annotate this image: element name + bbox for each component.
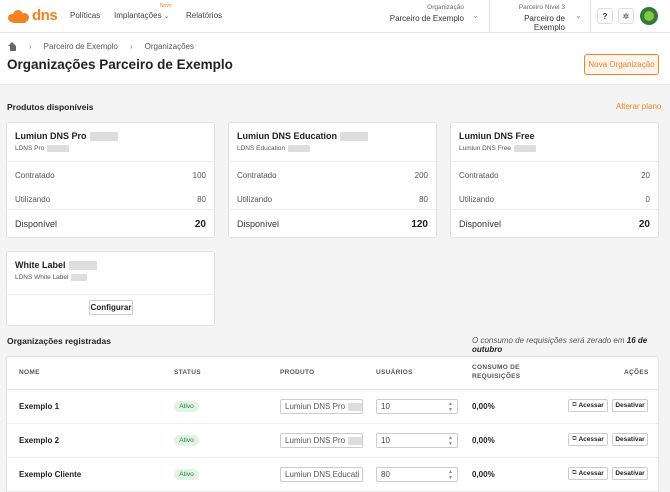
organization-selector[interactable]: Organização Parceiro de Exemplo	[380, 4, 464, 23]
page-title: Organizações Parceiro de Exemplo	[7, 57, 233, 72]
product-card-education: Lumiun DNS Education LDNS Education Cont…	[228, 122, 437, 238]
help-icon[interactable]: ?	[597, 8, 613, 24]
access-button[interactable]: ⧉ Acessar	[568, 433, 608, 446]
utilizando-row: Utilizando 0	[459, 195, 650, 204]
configure-button[interactable]: Configurar	[89, 300, 133, 315]
nav-policies[interactable]: Políticas	[70, 11, 101, 20]
org-selector-label: Organização	[427, 4, 464, 11]
divider	[489, 0, 490, 33]
product-card-subtitle: LDNS Education	[237, 145, 311, 152]
users-stepper[interactable]: 10 ▲ ▼	[376, 399, 458, 414]
col-consumo: CONSUMO DE	[472, 364, 520, 371]
consumo-value: 0,00%	[472, 470, 495, 479]
users-stepper[interactable]: 80 ▲ ▼	[376, 467, 458, 482]
white-label-title: White Label	[15, 260, 97, 270]
product-select[interactable]: Lumiun DNS Pro	[280, 399, 363, 414]
white-label-card: White Label LDNS White Label Configurar	[6, 251, 215, 326]
registered-orgs-title: Organizações registradas	[7, 336, 111, 346]
col-consumo-2: REQUISIÇÕES	[472, 373, 521, 380]
product-card-free: Lumiun DNS Free Lumiun DNS Free Contrata…	[450, 122, 659, 238]
contratado-row: Contratado 200	[237, 171, 428, 180]
col-users: USUÁRIOS	[376, 369, 413, 376]
disponivel-row: Disponível 20	[459, 219, 650, 230]
chevron-right-icon: ›	[129, 42, 133, 51]
disponivel-row: Disponível 120	[237, 219, 428, 230]
product-select[interactable]: Lumiun DNS Pro	[280, 433, 363, 448]
divider	[590, 0, 591, 33]
org-selector-value: Parceiro de Exemplo	[389, 14, 464, 23]
org-name: Exemplo 1	[19, 402, 60, 411]
consumption-reset-note: O consumo de requisições será zerado em …	[472, 336, 648, 354]
top-navbar: dns Políticas Implantações ⌄ Novo Relatór…	[0, 0, 670, 33]
utilizando-row: Utilizando 80	[237, 195, 428, 204]
logo-text: dns	[32, 7, 58, 24]
external-link-icon: ⧉	[572, 402, 577, 408]
nav-reports[interactable]: Relatórios	[186, 11, 223, 20]
cloud-logo-icon	[8, 9, 30, 23]
new-badge: Novo	[160, 3, 172, 9]
settings-icon[interactable]: ✲	[618, 8, 634, 24]
external-link-icon: ⧉	[572, 470, 577, 476]
col-actions: AÇÕES	[624, 369, 649, 376]
access-button[interactable]: ⧉ Acessar	[568, 399, 608, 412]
stepper-arrows-icon[interactable]: ▲ ▼	[448, 435, 453, 447]
deactivate-button[interactable]: Desativar	[612, 399, 648, 412]
deactivate-button[interactable]: Desativar	[612, 433, 648, 446]
change-plan-link[interactable]: Alterar plano	[616, 102, 662, 111]
organizations-table: NOME STATUS PRODUTO USUÁRIOS CONSUMO DE …	[6, 356, 659, 492]
page-header: › Parceiro de Exemplo › Organizações Org…	[0, 33, 670, 85]
breadcrumb: › Parceiro de Exemplo › Organizações	[8, 42, 194, 51]
chevron-down-icon[interactable]: ⌄	[472, 11, 479, 20]
col-name: NOME	[19, 369, 40, 376]
disponivel-row: Disponível 20	[15, 219, 206, 230]
chevron-down-icon: ⌄	[163, 13, 170, 20]
status-badge: Ativo	[174, 401, 199, 412]
table-header: NOME STATUS PRODUTO USUÁRIOS CONSUMO DE …	[7, 357, 658, 390]
external-link-icon: ⧉	[572, 436, 577, 442]
access-button[interactable]: ⧉ Acessar	[568, 467, 608, 480]
chevron-right-icon: ›	[29, 42, 32, 51]
product-card-title: Lumiun DNS Education	[237, 131, 368, 141]
breadcrumb-partner[interactable]: Parceiro de Exemplo	[43, 42, 118, 51]
products-section-title: Produtos disponíveis	[7, 102, 94, 112]
status-badge: Ativo	[174, 469, 199, 480]
partner-selector[interactable]: Parceiro Nível 3 Parceiro de Exemplo	[492, 4, 565, 32]
consumo-value: 0,00%	[472, 436, 495, 445]
product-card-pro: Lumiun DNS Pro LDNS Pro Contratado 100 Ut…	[6, 122, 215, 238]
contratado-row: Contratado 20	[459, 171, 650, 180]
product-card-subtitle: Lumiun DNS Free	[459, 145, 537, 152]
logo[interactable]: dns	[8, 7, 58, 24]
table-row: Exemplo 1 Ativo Lumiun DNS Pro 10 ▲ ▼ 0,00…	[7, 390, 658, 424]
utilizando-row: Utilizando 80	[15, 195, 206, 204]
stepper-arrows-icon[interactable]: ▲ ▼	[448, 401, 453, 413]
chevron-down-icon[interactable]: ⌄	[575, 11, 582, 20]
partner-selector-label: Parceiro Nível 3	[518, 4, 565, 11]
home-icon[interactable]	[8, 42, 17, 51]
col-product: PRODUTO	[280, 369, 315, 376]
chevron-down-icon: ⌄	[352, 471, 358, 479]
col-status: STATUS	[174, 369, 201, 376]
product-card-subtitle: LDNS Pro	[15, 145, 70, 152]
new-organization-button[interactable]: Nova Organização	[584, 54, 659, 75]
breadcrumb-organizations: Organizações	[144, 42, 194, 51]
product-select[interactable]: Lumiun DNS Educati ⌄	[280, 467, 363, 482]
deactivate-button[interactable]: Desativar	[612, 467, 648, 480]
user-avatar[interactable]	[640, 7, 658, 25]
contratado-row: Contratado 100	[15, 171, 206, 180]
users-stepper[interactable]: 10 ▲ ▼	[376, 433, 458, 448]
table-row: Exemplo 2 Ativo Lumiun DNS Pro 10 ▲ ▼ 0,00…	[7, 424, 658, 458]
consumo-value: 0,00%	[472, 402, 495, 411]
org-name: Exemplo Cliente	[19, 470, 82, 479]
stepper-arrows-icon[interactable]: ▲ ▼	[448, 469, 453, 481]
status-badge: Ativo	[174, 435, 199, 446]
table-row: Exemplo Cliente Ativo Lumiun DNS Educati…	[7, 458, 658, 492]
partner-selector-value: Parceiro de Exemplo	[524, 14, 565, 32]
white-label-subtitle: LDNS White Label	[15, 274, 88, 281]
nav-implantacoes-label: Implantações	[114, 11, 162, 20]
nav-implantacoes[interactable]: Implantações ⌄	[114, 11, 169, 20]
product-card-title: Lumiun DNS Pro	[15, 131, 118, 141]
org-name: Exemplo 2	[19, 436, 60, 445]
product-card-title: Lumiun DNS Free	[459, 131, 535, 141]
